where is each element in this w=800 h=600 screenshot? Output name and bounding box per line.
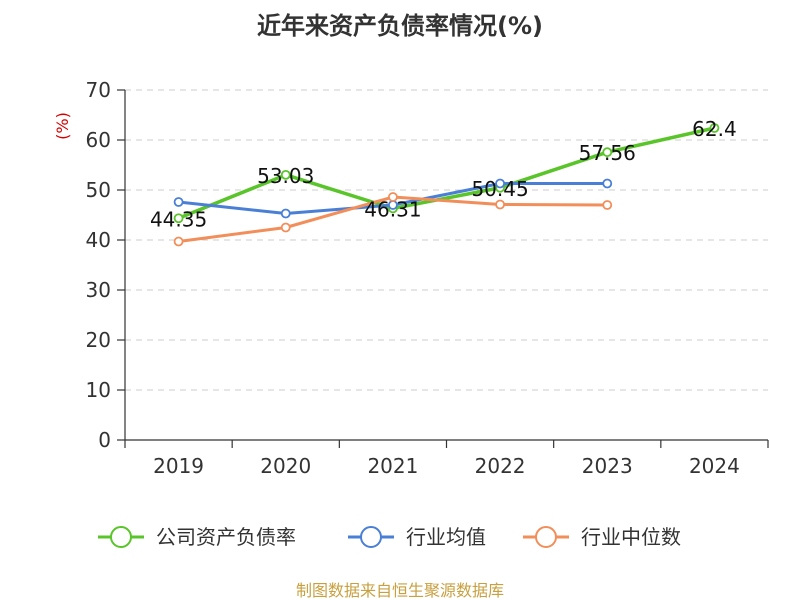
data-point [495, 199, 505, 210]
y-tick-label: 50 [86, 178, 111, 202]
x-tick-label: 2020 [260, 454, 311, 478]
legend-marker [360, 526, 382, 548]
data-point [602, 200, 613, 210]
legend-marker [535, 526, 557, 548]
y-tick-label: 70 [86, 78, 111, 102]
data-point [173, 197, 184, 207]
data-point [173, 213, 184, 224]
data-point [388, 192, 398, 202]
y-tick-label: 30 [86, 278, 111, 302]
data-point [280, 169, 291, 180]
series-layer [173, 123, 720, 247]
legend: 公司资产负债率 行业均值 行业中位数 [98, 525, 681, 549]
data-label: 44.35 [150, 207, 207, 231]
data-label: 57.56 [579, 141, 636, 165]
x-tick-label: 2021 [367, 454, 418, 478]
y-tick-labels: 0 10 20 30 40 50 60 70 [86, 78, 111, 452]
data-point [602, 178, 613, 189]
y-tick-label: 40 [86, 228, 111, 252]
legend-label: 公司资产负债率 [156, 525, 296, 549]
y-tick-label: 0 [98, 428, 111, 452]
data-point [280, 208, 291, 219]
y-tick-label: 20 [86, 328, 111, 352]
series-line-0 [177, 126, 715, 220]
data-label: 62.4 [692, 117, 737, 141]
legend-label: 行业中位数 [581, 525, 681, 549]
x-tick-label: 2022 [475, 454, 526, 478]
legend-marker [110, 526, 132, 548]
data-point [173, 236, 184, 247]
y-axis-label: (%) [53, 112, 72, 140]
data-point [709, 123, 720, 133]
data-label: 46.31 [364, 197, 421, 221]
x-tick-label: 2024 [689, 454, 740, 478]
data-point [495, 178, 505, 189]
gridlines [125, 89, 768, 391]
data-labels: 44.35 53.03 46.31 50.45 57.56 62.4 [150, 117, 737, 231]
axes [117, 89, 769, 448]
data-point [280, 222, 291, 233]
x-tick-label: 2023 [582, 454, 633, 478]
y-tick-label: 10 [86, 378, 111, 402]
y-tick-label: 60 [86, 128, 111, 152]
data-label: 53.03 [257, 164, 314, 188]
x-tick-labels: 2019 2020 2021 2022 2023 2024 [153, 454, 740, 478]
source-note: 制图数据来自恒生聚源数据库 [296, 581, 504, 600]
data-label: 50.45 [471, 177, 528, 201]
x-tick-label: 2019 [153, 454, 204, 478]
legend-label: 行业均值 [406, 525, 486, 549]
data-point [602, 147, 613, 158]
chart-title: 近年来资产负债率情况(%) [257, 12, 543, 40]
